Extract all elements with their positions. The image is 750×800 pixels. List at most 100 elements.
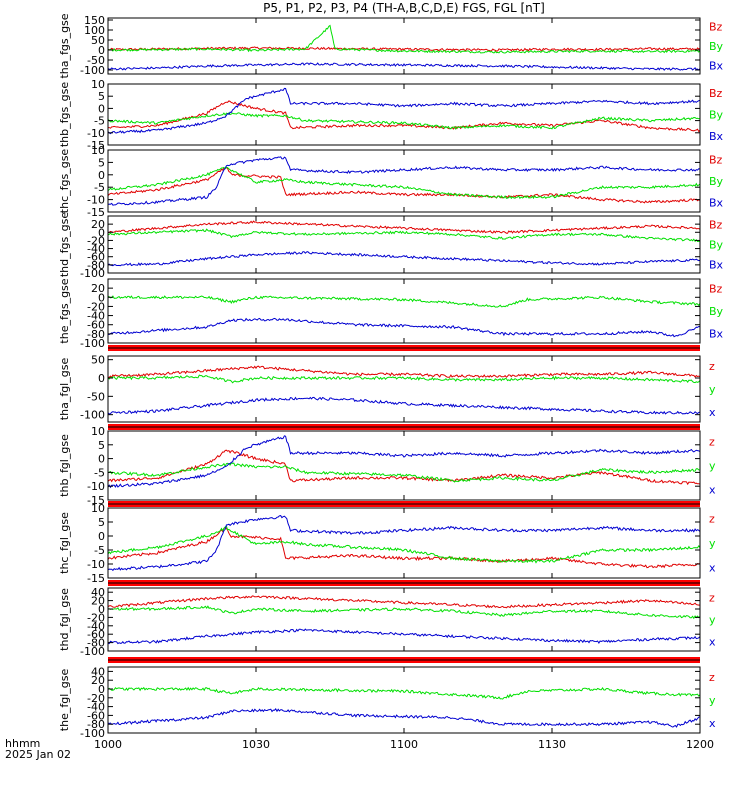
y-tick-label-thc_fgl: -5 <box>94 544 105 557</box>
y-tick-label-thc_fgs: -5 <box>94 181 105 194</box>
y-axis-label-tha_fgl: tha_fgl_gse <box>58 358 71 421</box>
y-tick-label-thd_fgl: -80 <box>87 637 105 650</box>
y-tick-label-thd_fgl: 20 <box>91 595 105 608</box>
y-tick-label-the_fgl: -100 <box>80 727 105 740</box>
series-line-the_fgl-y <box>108 686 700 700</box>
series-line-thc_fgl-z <box>108 526 700 569</box>
legend-thc_fgs-y: By <box>709 175 724 188</box>
legend-thc_fgs-x: Bx <box>709 197 724 210</box>
panel-frame-thc_fgl <box>107 507 701 579</box>
y-tick-label-thd_fgs: -80 <box>87 259 105 272</box>
y-tick-label-thd_fgl: -60 <box>87 628 105 641</box>
y-axis-label-tha_fgs: tha_fgs_gse <box>58 13 71 78</box>
y-tick-label-tha_fgs: 100 <box>84 24 105 37</box>
y-tick-label-thd_fgs: -20 <box>87 234 105 247</box>
y-tick-label-tha_fgs: 0 <box>98 44 105 57</box>
series-line-thd_fgs-y <box>108 228 700 243</box>
y-tick-label-thd_fgs: 20 <box>91 218 105 231</box>
series-line-tha_fgl-x <box>108 396 700 415</box>
series-line-tha_fgs-x <box>108 62 700 71</box>
y-tick-label-the_fgl: -40 <box>87 701 105 714</box>
x-tick-label: 1000 <box>94 738 122 751</box>
series-line-thb_fgl-y <box>108 462 700 483</box>
y-axis-label-thc_fgl: thc_fgl_gse <box>58 512 71 574</box>
series-line-thd_fgl-y <box>108 605 700 620</box>
legend-the_fgs-y: By <box>709 305 724 318</box>
date-label: 2025 Jan 02 <box>5 748 71 761</box>
y-tick-label-the_fgl: 0 <box>98 683 105 696</box>
y-tick-label-tha_fgl: -50 <box>87 390 105 403</box>
legend-tha_fgl-y: y <box>709 383 716 396</box>
panel-frame-the_fgs <box>107 278 701 344</box>
y-tick-label-thd_fgl: -40 <box>87 620 105 633</box>
series-line-the_fgs-y <box>108 295 700 308</box>
y-tick-label-thc_fgl: 10 <box>91 502 105 515</box>
panel-frame-tha_fgs <box>107 17 701 75</box>
y-tick-label-tha_fgl: -100 <box>80 409 105 422</box>
y-tick-label-thd_fgl: -20 <box>87 611 105 624</box>
legend-thb_fgs-y: By <box>709 109 724 122</box>
legend-thd_fgl-x: x <box>709 636 716 649</box>
y-tick-label-the_fgs: 20 <box>91 282 105 295</box>
y-axis-label-the_fgl: the_fgl_gse <box>58 669 71 732</box>
panel-frame-thd_fgl <box>107 587 701 652</box>
series-line-tha_fgl-z <box>108 365 700 379</box>
y-tick-label-the_fgl: -80 <box>87 718 105 731</box>
y-tick-label-thb_fgs: 0 <box>98 102 105 115</box>
y-tick-label-thc_fgs: -15 <box>87 206 105 219</box>
legend-thb_fgs-x: Bx <box>709 130 724 143</box>
y-tick-label-tha_fgl: 50 <box>91 354 105 367</box>
y-axis-label-the_fgs: the_fgs_gse <box>58 278 71 343</box>
series-line-thc_fgl-x <box>108 515 700 572</box>
legend-tha_fgs-y: By <box>709 40 724 53</box>
y-tick-label-tha_fgs: 50 <box>91 34 105 47</box>
legend-thc_fgl-x: x <box>709 562 716 575</box>
legend-tha_fgs-z: Bz <box>709 20 723 33</box>
series-line-thb_fgs-x <box>108 87 700 135</box>
y-axis-label-thb_fgs: thb_fgs_gse <box>58 82 71 148</box>
y-tick-label-thb_fgs: 10 <box>91 78 105 91</box>
y-tick-label-thd_fgl: 40 <box>91 586 105 599</box>
legend-tha_fgl-x: x <box>709 406 716 419</box>
legend-thc_fgl-y: y <box>709 537 716 550</box>
series-line-thc_fgs-y <box>108 166 700 200</box>
series-line-thc_fgs-x <box>108 156 700 206</box>
legend-thd_fgl-y: y <box>709 614 716 627</box>
series-line-thd_fgl-z <box>108 595 700 609</box>
y-tick-label-tha_fgl: 0 <box>98 372 105 385</box>
y-tick-label-thc_fgs: 0 <box>98 169 105 182</box>
y-tick-label-thb_fgl: 0 <box>98 453 105 466</box>
series-line-thc_fgs-z <box>108 166 700 204</box>
series-line-tha_fgs-y <box>108 24 700 54</box>
y-tick-label-thc_fgl: 5 <box>98 516 105 529</box>
y-tick-label-thc_fgs: -10 <box>87 194 105 207</box>
y-axis-label-thc_fgs: thc_fgs_gse <box>58 149 71 214</box>
legend-thc_fgl-z: z <box>709 513 715 526</box>
x-tick-label: 1130 <box>538 738 566 751</box>
time-unit-label: hhmm <box>5 737 41 750</box>
legend-thd_fgs-x: Bx <box>709 258 724 271</box>
y-tick-label-thb_fgl: -15 <box>87 494 105 507</box>
panel-frame-thb_fgl <box>107 430 701 501</box>
y-tick-label-thc_fgl: -15 <box>87 572 105 585</box>
y-tick-label-thb_fgl: -10 <box>87 480 105 493</box>
series-line-thb_fgs-z <box>108 100 700 133</box>
y-tick-label-thb_fgs: -10 <box>87 127 105 140</box>
series-line-the_fgl-x <box>108 708 700 728</box>
y-tick-label-the_fgs: -40 <box>87 310 105 323</box>
panel-frame-thd_fgs <box>107 215 701 274</box>
y-tick-label-thb_fgl: -5 <box>94 466 105 479</box>
legend-tha_fgl-z: z <box>709 360 715 373</box>
y-tick-label-thd_fgs: -40 <box>87 243 105 256</box>
legend-thd_fgs-z: Bz <box>709 219 723 232</box>
y-tick-label-the_fgl: 20 <box>91 674 105 687</box>
y-tick-label-thb_fgs: -5 <box>94 115 105 128</box>
series-line-thb_fgl-z <box>108 449 700 486</box>
y-tick-label-thc_fgs: 10 <box>91 144 105 157</box>
series-line-tha_fgs-z <box>108 46 700 52</box>
y-tick-label-the_fgs: -60 <box>87 319 105 332</box>
legend-tha_fgs-x: Bx <box>709 60 724 73</box>
series-line-thd_fgs-x <box>108 251 700 267</box>
y-tick-label-thb_fgl: 5 <box>98 439 105 452</box>
